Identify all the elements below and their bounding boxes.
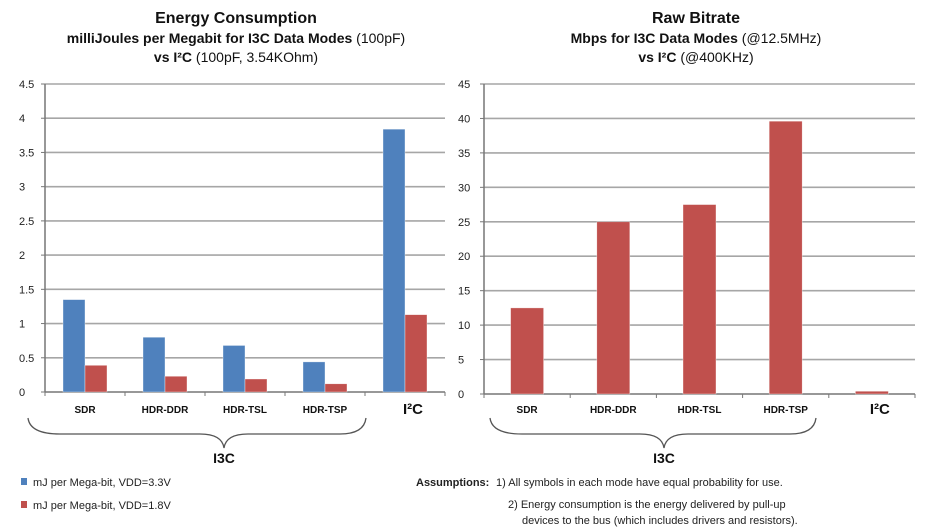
y-tick-label: 2.5 [19, 216, 34, 228]
y-tick-label: 1 [19, 319, 25, 331]
right-chart-subtitle-2: vs I²C (@400KHz) [638, 49, 753, 65]
x-category-label: HDR-TSL [678, 405, 722, 416]
bar-mj-per-mega-bit-vdd-1-8v-0 [84, 365, 108, 393]
x-category-label: HDR-DDR [590, 405, 637, 416]
right-i3c-brace [489, 417, 817, 449]
assumptions-label: Assumptions: [416, 477, 489, 489]
right-chart: 0 5 10 15 20 25 30 35 40 45 SDR HDR-DDR HDR-TSL HDR-T… [458, 79, 916, 418]
y-tick-label: 2 [19, 250, 25, 262]
left-chart-title: Energy Consumption [155, 10, 317, 27]
x-category-label: SDR [517, 405, 539, 416]
assumption-2-cont: devices to the bus (which includes drive… [522, 515, 798, 527]
bar-series-0 [510, 307, 544, 395]
right-subtitle-2-normal: (@400KHz) [676, 49, 753, 65]
left-i3c-brace [27, 417, 367, 449]
left-chart-subtitle-2: vs I²C (100pF, 3.54KOhm) [154, 49, 318, 65]
bar-series-2 [682, 204, 717, 395]
y-tick-label: 3 [19, 182, 25, 194]
left-group-label: I3C [213, 450, 235, 466]
y-tick-label: 20 [458, 251, 470, 263]
bar-mj-per-mega-bit-vdd-1-8v-1 [164, 375, 188, 393]
y-tick-label: 25 [458, 217, 470, 229]
right-chart-title: Raw Bitrate [652, 10, 740, 27]
left-subtitle-1-normal: (100pF) [352, 30, 405, 46]
y-tick-label: 4 [19, 113, 25, 125]
y-tick-label: 0.5 [19, 353, 34, 365]
bar-mj-per-mega-bit-vdd-1-8v-4 [404, 314, 428, 393]
x-category-label: I²C [870, 401, 890, 418]
left-subtitle-2-normal: (100pF, 3.54KOhm) [192, 49, 318, 65]
y-tick-label: 0 [458, 389, 464, 401]
y-tick-label: 45 [458, 79, 470, 91]
bar-mj-per-mega-bit-vdd-1-8v-3 [324, 383, 348, 393]
bar-mj-per-mega-bit-vdd-3-3v-2 [222, 345, 246, 393]
left-chart-subtitle-1: milliJoules per Megabit for I3C Data Mod… [67, 30, 405, 46]
legend-label-1v8: mJ per Mega-bit, VDD=1.8V [33, 500, 172, 512]
right-chart-subtitle-1: Mbps for I3C Data Modes (@12.5MHz) [571, 30, 822, 46]
x-category-label: HDR-TSP [763, 405, 808, 416]
left-chart: 0 0.5 1 1.5 2 2.5 3 3.5 4 4.5 SDR HDR-DDR HDR-TSL HDR… [19, 79, 446, 418]
left-subtitle-2-bold: vs I²C [154, 49, 192, 65]
bar-mj-per-mega-bit-vdd-3-3v-4 [382, 128, 406, 393]
bar-series-3 [768, 120, 803, 395]
assumption-1: 1) All symbols in each mode have equal p… [496, 477, 783, 489]
bar-mj-per-mega-bit-vdd-3-3v-0 [62, 299, 86, 393]
right-subtitle-2-bold: vs I²C [638, 49, 676, 65]
bar-series-4 [855, 390, 889, 395]
x-category-label: HDR-DDR [142, 405, 189, 416]
legend-swatch-blue [21, 478, 27, 485]
bar-mj-per-mega-bit-vdd-3-3v-1 [142, 336, 166, 393]
y-tick-label: 30 [458, 182, 470, 194]
y-tick-label: 3.5 [19, 147, 34, 159]
legend-swatch-red [21, 501, 27, 508]
assumption-2: 2) Energy consumption is the energy deli… [508, 499, 786, 511]
y-tick-label: 40 [458, 113, 470, 125]
x-category-label: SDR [74, 405, 96, 416]
y-tick-label: 10 [458, 320, 470, 332]
right-subtitle-1-normal: (@12.5MHz) [738, 30, 821, 46]
y-tick-label: 4.5 [19, 79, 34, 91]
x-category-label: HDR-TSP [303, 405, 348, 416]
y-tick-label: 15 [458, 286, 470, 298]
right-subtitle-1-bold: Mbps for I3C Data Modes [571, 30, 738, 46]
y-tick-label: 35 [458, 148, 470, 160]
left-subtitle-1-bold: milliJoules per Megabit for I3C Data Mod… [67, 30, 353, 46]
y-tick-label: 0 [19, 387, 25, 399]
y-tick-label: 1.5 [19, 284, 34, 296]
right-group-label: I3C [653, 450, 675, 466]
x-category-label: I²C [403, 401, 423, 418]
legend-label-3v3: mJ per Mega-bit, VDD=3.3V [33, 477, 172, 489]
bar-mj-per-mega-bit-vdd-3-3v-3 [302, 361, 326, 393]
bar-mj-per-mega-bit-vdd-1-8v-2 [244, 378, 268, 393]
y-tick-label: 5 [458, 355, 464, 367]
bar-series-1 [596, 221, 631, 395]
x-category-label: HDR-TSL [223, 405, 267, 416]
